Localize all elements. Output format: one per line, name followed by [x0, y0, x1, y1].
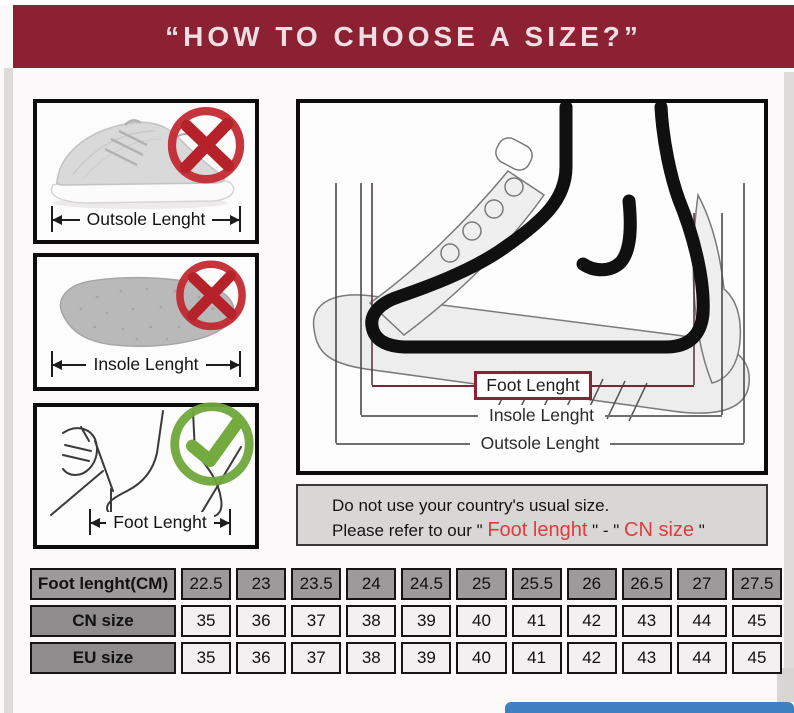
bottom-action-button-edge[interactable]	[505, 702, 794, 713]
sneaker-illustration	[50, 119, 235, 209]
arrow-right-icon	[230, 215, 240, 225]
table-cell: 37	[291, 605, 342, 637]
table-cell: 45	[731, 642, 782, 674]
table-cell: 25	[456, 568, 507, 600]
header-banner: “HOW TO CHOOSE A SIZE?”	[13, 5, 794, 68]
row-label-foot-length: Foot lenght(CM)	[30, 568, 176, 600]
table-cell: 42	[566, 642, 617, 674]
table-cell: 24	[346, 568, 397, 600]
table-cell: 26.5	[621, 568, 672, 600]
table-cell: 41	[511, 642, 562, 674]
table-cell: 36	[236, 642, 287, 674]
note-line-1: Do not use your country's usual size.	[332, 496, 610, 515]
table-cell: 35	[181, 642, 232, 674]
table-cell: 43	[621, 605, 672, 637]
table-cell: 40	[456, 642, 507, 674]
card-outsole-length: Outsole Lenght	[33, 99, 259, 244]
table-cell: 23	[236, 568, 287, 600]
foot-length-label: Foot Lenght	[106, 511, 214, 533]
right-tick	[229, 509, 231, 535]
table-cell: 45	[731, 605, 782, 637]
green-check-icon	[170, 402, 254, 486]
table-cell: 23.5	[291, 568, 342, 600]
arrow-left-icon	[52, 360, 62, 370]
foot-in-shoe-illustration	[312, 103, 750, 443]
table-cell: 36	[236, 605, 287, 637]
table-cell: 43	[621, 642, 672, 674]
table-cell: 44	[676, 605, 727, 637]
table-cell: 24.5	[401, 568, 452, 600]
insole-illustration	[59, 276, 235, 347]
arrow-left-icon	[52, 215, 62, 225]
foot-length-boxed-label: Foot Lenght	[474, 370, 592, 400]
insole-length-label: Insole Lenght	[477, 404, 606, 426]
table-cell: 27	[676, 568, 727, 600]
cn-size-highlight: CN size	[624, 519, 695, 541]
arrow-left-icon	[90, 518, 100, 528]
insole-length-measure: Insole Lenght	[361, 401, 722, 429]
right-tick	[239, 351, 241, 377]
measurement-diagram: Foot Lenght Insole Lenght Outsole Lenght	[296, 99, 768, 475]
table-cell: 26	[566, 568, 617, 600]
outsole-dimension-line: Outsole Lenght	[51, 204, 241, 234]
card-insole-length: Insole Lenght	[33, 253, 259, 391]
table-cell: 38	[346, 605, 397, 637]
arrow-right-icon	[230, 360, 240, 370]
row-label-eu-size: EU size	[30, 642, 176, 674]
table-cell: 39	[401, 605, 452, 637]
foot-dimension-line: Foot Lenght	[89, 507, 231, 537]
top-margin-strip	[0, 0, 794, 5]
insole-dimension-line: Insole Lenght	[51, 349, 241, 379]
note-line-2: Please refer to our " Foot lenght " - " …	[332, 518, 756, 543]
table-cell: 38	[346, 642, 397, 674]
size-conversion-table: Foot lenght(CM) 22.5 23 23.5 24 24.5 25 …	[30, 568, 782, 674]
table-cell: 37	[291, 642, 342, 674]
arrow-right-icon	[220, 518, 230, 528]
table-cell: 42	[566, 605, 617, 637]
left-margin-strip	[4, 68, 13, 713]
insole-length-label: Insole Lenght	[86, 353, 206, 375]
note-line2-separator: " - "	[587, 521, 625, 540]
outsole-length-label: Outsole Lenght	[79, 208, 213, 230]
right-margin-strip	[784, 72, 794, 668]
scrollbar-corner	[777, 668, 794, 702]
outsole-length-measure: Outsole Lenght	[336, 429, 744, 457]
foot-length-measure: Foot Lenght	[372, 369, 694, 401]
red-x-icon	[176, 260, 246, 331]
table-cell: 22.5	[181, 568, 232, 600]
card-foot-length: Foot Lenght	[33, 402, 259, 549]
table-cell: 35	[181, 605, 232, 637]
table-cell: 39	[401, 642, 452, 674]
size-advice-note: Do not use your country's usual size. Pl…	[296, 484, 768, 546]
note-line2-prefix: Please refer to our "	[332, 521, 488, 540]
table-cell: 44	[676, 642, 727, 674]
table-cell: 25.5	[511, 568, 562, 600]
table-cell: 41	[511, 605, 562, 637]
note-line2-suffix: "	[694, 521, 705, 540]
foot-length-highlight: Foot lenght	[487, 519, 588, 541]
table-cell: 40	[456, 605, 507, 637]
table-cell: 27.5	[731, 568, 782, 600]
outsole-length-label: Outsole Lenght	[469, 432, 611, 454]
red-x-icon	[167, 106, 245, 184]
page-title: “HOW TO CHOOSE A SIZE?”	[165, 20, 642, 52]
right-tick	[239, 206, 241, 232]
row-label-cn-size: CN size	[30, 605, 176, 637]
